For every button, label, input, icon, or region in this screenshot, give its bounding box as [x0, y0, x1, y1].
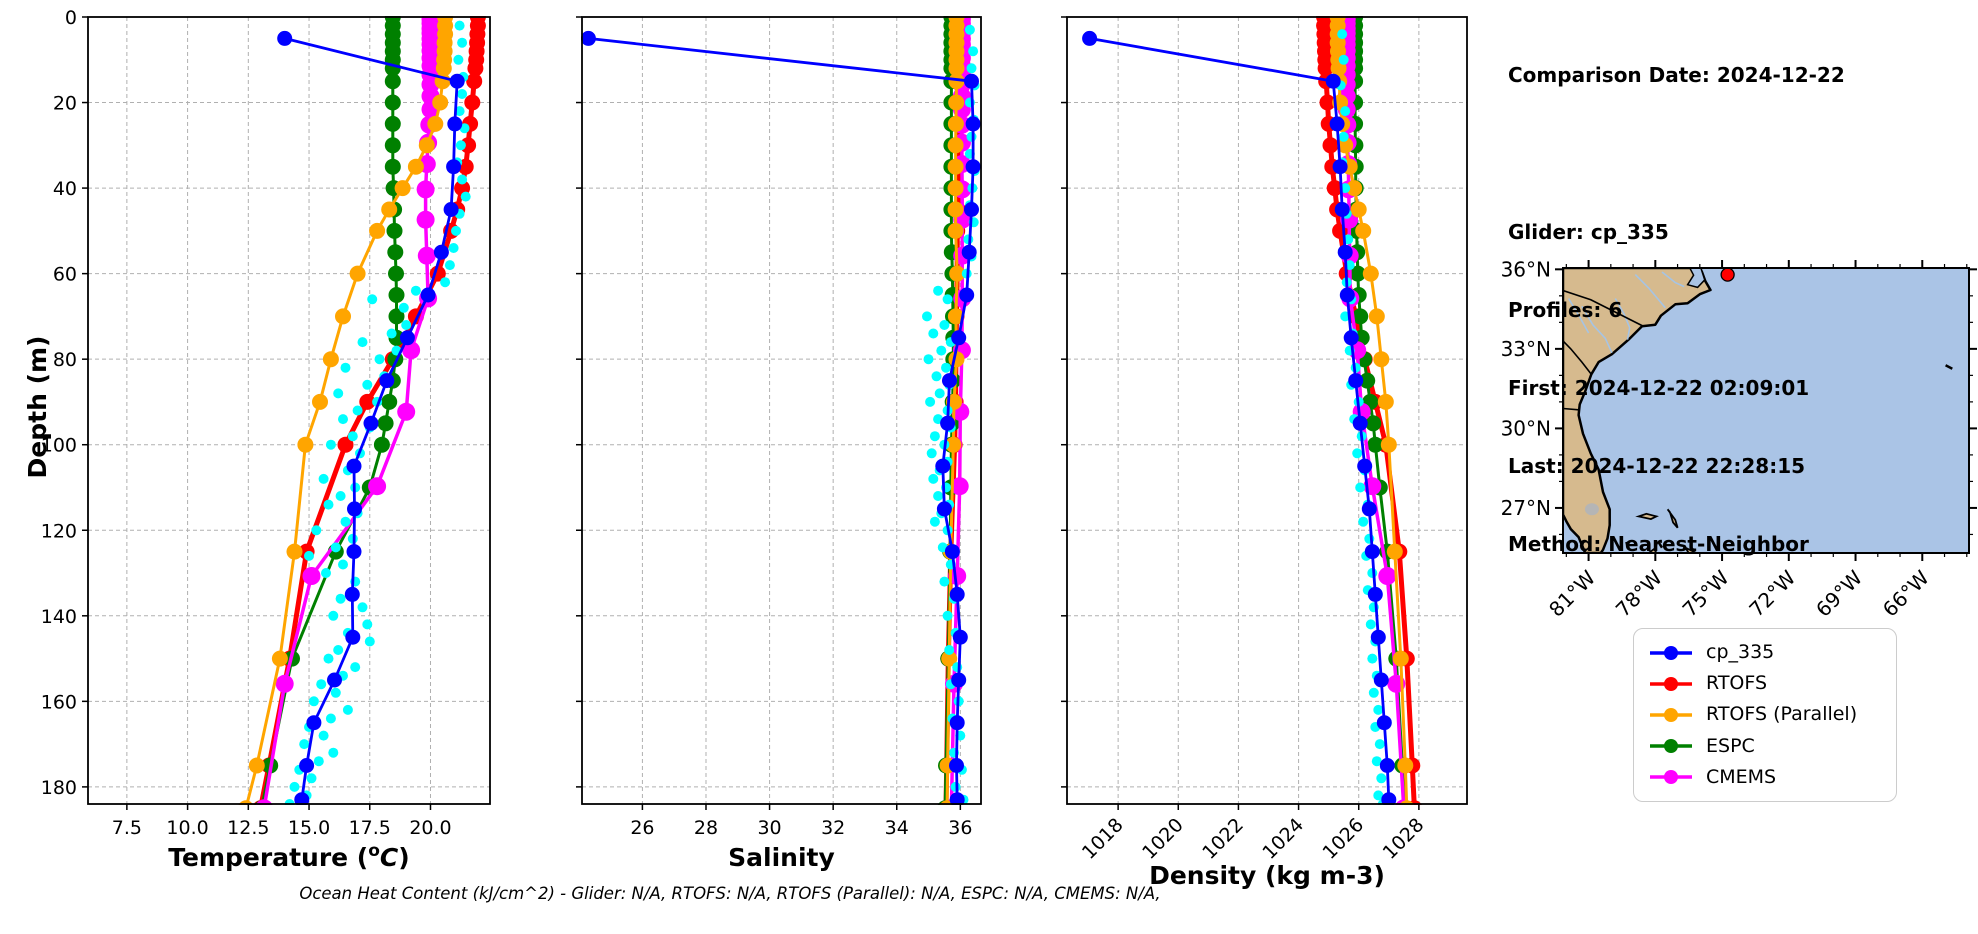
method: Method: Nearest-Neighbor	[1508, 532, 1809, 556]
series-cp-335-salinity	[581, 30, 981, 805]
legend-label: RTOFS	[1706, 672, 1768, 695]
svg-text:180: 180	[41, 777, 77, 799]
legend-item-cp-335: cp_335	[1648, 643, 1882, 663]
tick-labels-density: 1018 1020 1022 1024 1026 1028	[1078, 814, 1429, 864]
map-pamlico-sound	[1686, 268, 1706, 289]
info-gap	[1508, 140, 1845, 167]
legend-label: RTOFS (Parallel)	[1706, 703, 1858, 726]
svg-text:120: 120	[41, 520, 77, 542]
panel-temperature: 7.5 10.0 12.5 15.0 17.5 20.0 0 20 40 60 80 100 120 14…	[41, 7, 491, 872]
map-ticks	[1555, 260, 1977, 561]
info-panel: Comparison Date: 2024-12-22 Glider: cp_3…	[1508, 10, 1845, 609]
ticks-density	[1061, 16, 1420, 810]
svg-text:36°N: 36°N	[1501, 257, 1551, 281]
svg-text:1022: 1022	[1198, 814, 1248, 864]
map-river	[1581, 305, 1613, 354]
series-cp-335-temperature	[277, 30, 465, 805]
svg-text:160: 160	[41, 691, 77, 713]
series-cp-335-density	[1082, 30, 1397, 805]
svg-text:20.0: 20.0	[409, 817, 451, 839]
svg-text:66°W: 66°W	[1878, 565, 1934, 621]
axis-title-temperature: Temperature (oC)	[168, 841, 409, 872]
svg-text:15.0: 15.0	[288, 817, 330, 839]
legend-label: cp_335	[1706, 641, 1775, 664]
depth-axis-label: Depth (m)	[23, 335, 52, 479]
svg-text:10.0: 10.0	[166, 817, 208, 839]
legend-label: CMEMS	[1706, 765, 1777, 788]
svg-text:30: 30	[757, 817, 781, 839]
map-river	[1661, 271, 1685, 288]
axis-title-density: Density (kg m-3)	[1149, 861, 1385, 890]
tick-labels-temperature: 7.5 10.0 12.5 15.0 17.5 20.0 0 20 40 60 80 100 120 14…	[41, 7, 452, 839]
axis-title-salinity: Salinity	[728, 843, 835, 872]
svg-text:34: 34	[885, 817, 909, 839]
svg-text:28: 28	[694, 817, 718, 839]
svg-text:40: 40	[53, 178, 77, 200]
series-rtofs-parallel-temperature	[238, 16, 454, 805]
map-state-border	[1563, 407, 1579, 411]
legend-item-rtofs-parallel: RTOFS (Parallel)	[1648, 705, 1882, 725]
map-river	[1567, 298, 1590, 334]
svg-text:27°N: 27°N	[1501, 496, 1551, 520]
svg-text:33°N: 33°N	[1501, 337, 1551, 361]
svg-text:80: 80	[53, 349, 77, 371]
svg-text:36: 36	[948, 817, 972, 839]
tick-labels-salinity: 26 28 30 32 34 36	[630, 817, 972, 839]
series-cmems-temperature	[255, 16, 440, 805]
ticks-salinity	[576, 16, 962, 810]
svg-text:32: 32	[821, 817, 845, 839]
svg-text:30°N: 30°N	[1501, 416, 1551, 440]
svg-text:1026: 1026	[1319, 814, 1369, 864]
panel-salinity: 26 28 30 32 34 36 Salinity	[576, 16, 982, 872]
svg-text:12.5: 12.5	[227, 817, 269, 839]
legend-line-marker-icon	[1650, 676, 1692, 691]
legend-item-cmems: CMEMS	[1648, 767, 1882, 787]
map-state-border	[1563, 340, 1592, 375]
map-land	[1563, 268, 1712, 553]
comparison-date: Comparison Date: 2024-12-22	[1508, 63, 1845, 87]
glider-name: Glider: cp_335	[1508, 220, 1669, 244]
svg-text:100: 100	[41, 435, 77, 457]
svg-text:1028: 1028	[1379, 814, 1429, 864]
legend-label: ESPC	[1706, 734, 1755, 757]
legend-line-marker-icon	[1650, 739, 1692, 754]
map-island	[1683, 545, 1697, 553]
legend-item-rtofs: RTOFS	[1648, 674, 1882, 694]
svg-text:20: 20	[53, 93, 77, 115]
map-state-border	[1563, 289, 1644, 327]
legend-line-marker-icon	[1650, 707, 1692, 722]
svg-text:0: 0	[65, 7, 77, 29]
legend-line-marker-icon	[1650, 770, 1692, 785]
legend: cp_335 RTOFS RTOFS (Parallel) ESPC CMEMS	[1633, 628, 1897, 802]
legend-line-marker-icon	[1650, 645, 1692, 660]
map-lake-okeechobee	[1584, 503, 1599, 516]
map-island	[1666, 508, 1679, 529]
svg-text:140: 140	[41, 606, 77, 628]
first-profile-time: First: 2024-12-22 02:09:01	[1508, 376, 1810, 400]
last-profile-time: Last: 2024-12-22 22:28:15	[1508, 454, 1806, 478]
profiles-count: Profiles: 6	[1508, 298, 1623, 322]
grid-salinity	[582, 16, 981, 804]
svg-text:7.5: 7.5	[112, 817, 142, 839]
ticks-temperature	[82, 16, 432, 810]
map-island	[1657, 541, 1664, 549]
svg-text:17.5: 17.5	[349, 817, 391, 839]
series-glider-raw-temperature	[284, 20, 471, 805]
map-island	[1635, 512, 1659, 521]
map-island	[1625, 541, 1629, 547]
series-espc-temperature	[254, 16, 405, 805]
svg-text:1020: 1020	[1138, 814, 1188, 864]
ohc-footnote: Ocean Heat Content (kJ/cm^2) - Glider: N…	[299, 884, 1161, 903]
legend-item-espc: ESPC	[1648, 736, 1882, 756]
svg-text:1018: 1018	[1078, 814, 1128, 864]
svg-text:26: 26	[630, 817, 654, 839]
map-river	[1614, 298, 1631, 340]
map-river	[1634, 274, 1666, 309]
svg-text:60: 60	[53, 264, 77, 286]
map-island	[1945, 364, 1953, 370]
svg-text:1024: 1024	[1258, 814, 1308, 864]
